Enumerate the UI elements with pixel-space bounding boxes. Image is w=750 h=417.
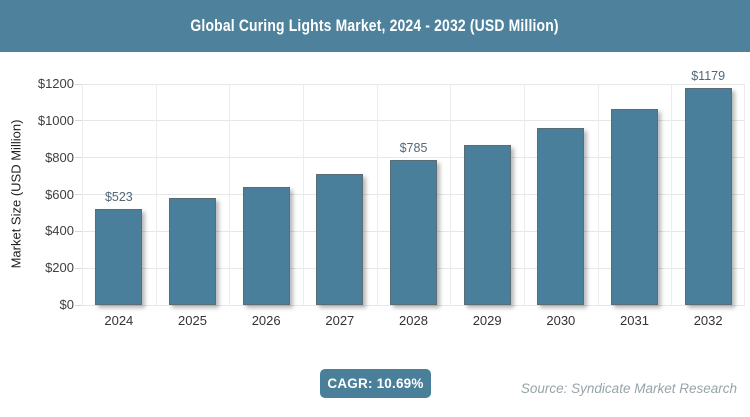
x-axis-tick-label: 2029 <box>472 313 502 328</box>
vertical-gridline <box>744 84 745 305</box>
horizontal-gridline <box>82 304 745 306</box>
y-axis-tick-label: $1200 <box>37 76 74 91</box>
cagr-badge: CAGR: 10.69% <box>320 369 431 398</box>
y-axis-tick-mark <box>75 230 82 232</box>
x-axis-tick-label: 2025 <box>178 313 207 328</box>
x-axis-tick-label: 2030 <box>546 313 576 328</box>
y-axis-tick-label: $400 <box>45 223 74 239</box>
x-axis-tick-label: 2027 <box>325 313 355 328</box>
x-axis-tick-label: 2031 <box>620 313 649 328</box>
y-axis-tick-mark <box>75 157 82 159</box>
title-bar: Global Curing Lights Market, 2024 - 2032… <box>0 0 750 52</box>
horizontal-gridline <box>82 157 745 159</box>
vertical-gridline <box>82 84 83 305</box>
bar-2029 <box>463 144 511 305</box>
y-axis-tick-label: $200 <box>45 260 74 276</box>
x-axis-tick-label: 2032 <box>693 313 723 328</box>
horizontal-gridline <box>82 120 745 122</box>
bar-2030 <box>537 127 585 305</box>
y-axis-tick-label: $800 <box>45 149 74 165</box>
vertical-gridline <box>229 84 230 305</box>
chart-title: Global Curing Lights Market, 2024 - 2032… <box>190 16 560 35</box>
bar-value-label: $785 <box>399 141 428 156</box>
bar-2027 <box>316 174 364 305</box>
source-attribution: Source: Syndicate Market Research <box>520 381 737 396</box>
vertical-gridline <box>524 84 525 305</box>
bar-2032 <box>684 87 732 305</box>
x-axis-tick-label: 2028 <box>399 313 428 328</box>
y-axis-tick-mark <box>75 120 82 122</box>
bar-2028 <box>390 160 437 305</box>
bar-value-label: $523 <box>104 189 133 204</box>
bar-2026 <box>242 186 290 305</box>
vertical-gridline <box>598 84 599 305</box>
bar-2025 <box>169 198 216 305</box>
bar-2031 <box>611 108 658 305</box>
horizontal-gridline <box>82 83 745 85</box>
bar-value-label: $1179 <box>691 68 726 83</box>
y-axis-tick-mark <box>75 194 82 195</box>
vertical-gridline <box>156 84 157 305</box>
y-axis-tick-mark <box>75 267 82 269</box>
vertical-gridline <box>377 84 378 305</box>
vertical-gridline <box>303 84 304 305</box>
y-axis-tick-label: $1000 <box>37 112 74 128</box>
bar-2024 <box>95 208 143 305</box>
y-axis-tick-label: $0 <box>59 297 74 312</box>
y-axis-tick-label: $600 <box>45 186 74 202</box>
vertical-gridline <box>671 84 672 305</box>
x-axis-tick-label: 2024 <box>104 313 134 328</box>
plot-area: $523 $785 $1179 <box>82 69 745 306</box>
x-axis-tick-label: 2026 <box>251 313 281 328</box>
y-axis-tick-mark <box>75 83 82 85</box>
y-axis-tick-mark <box>75 304 82 306</box>
vertical-gridline <box>450 84 451 305</box>
